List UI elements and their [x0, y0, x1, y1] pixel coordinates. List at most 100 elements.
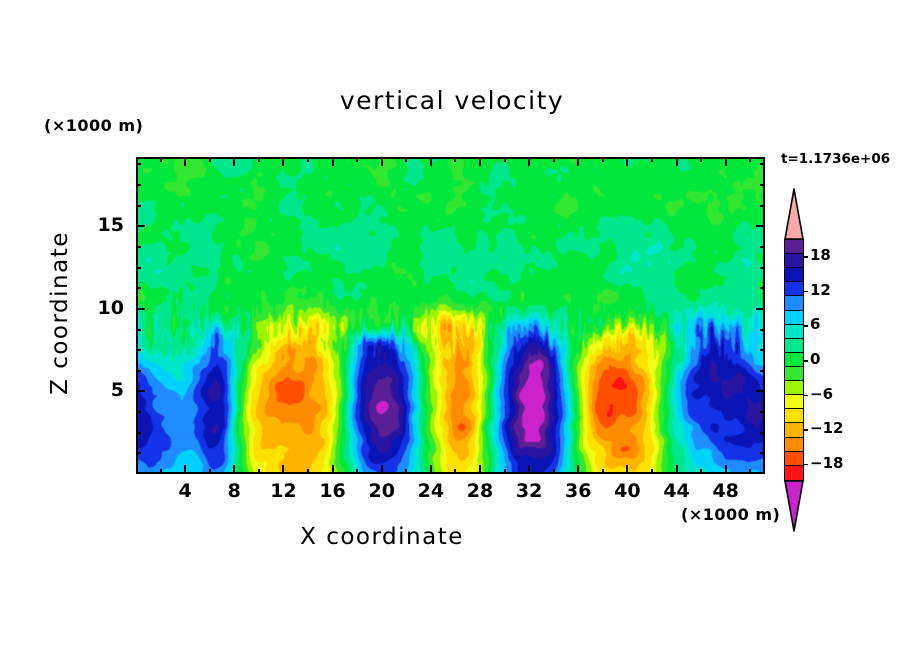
colorbar-tick — [804, 256, 808, 258]
x-tick-label: 8 — [227, 480, 241, 502]
x-tick-label: 16 — [319, 480, 346, 502]
colorbar-tick — [804, 463, 808, 466]
tick-mark — [760, 245, 765, 248]
tick-mark — [756, 390, 765, 393]
contour-plot-area — [136, 157, 765, 474]
tick-mark — [233, 157, 236, 166]
tick-mark — [306, 469, 309, 474]
tick-mark — [626, 157, 629, 166]
colorbar-band — [785, 381, 803, 396]
tick-mark — [208, 469, 211, 474]
tick-mark — [136, 266, 141, 269]
tick-mark — [756, 225, 765, 228]
tick-mark — [184, 465, 187, 474]
tick-mark — [136, 184, 141, 187]
colorbar-band — [785, 352, 803, 367]
x-tick-label: 44 — [663, 480, 690, 502]
tick-mark — [136, 163, 141, 166]
tick-mark — [331, 465, 334, 474]
tick-mark — [257, 157, 260, 162]
tick-mark — [760, 163, 765, 166]
tick-mark — [756, 307, 765, 310]
tick-mark — [454, 157, 457, 162]
tick-mark — [429, 157, 432, 166]
tick-mark — [503, 157, 506, 162]
colorbar-band — [785, 465, 803, 480]
x-tick-label: 24 — [417, 480, 445, 502]
tick-mark — [405, 469, 408, 474]
colorbar-band — [785, 324, 803, 339]
tick-mark — [650, 157, 653, 162]
tick-mark — [257, 469, 260, 474]
colorbar-over-arrow — [784, 188, 804, 240]
x-tick-label: 12 — [270, 480, 297, 502]
tick-mark — [760, 369, 765, 372]
x-tick-label: 20 — [368, 480, 395, 502]
tick-mark — [760, 184, 765, 187]
tick-mark — [749, 469, 752, 474]
colorbar-under-arrow — [784, 480, 804, 532]
colorbar-band — [785, 296, 803, 311]
tick-mark — [675, 465, 678, 474]
tick-mark — [760, 349, 765, 352]
colorbar-band — [785, 338, 803, 353]
y-tick-label: 10 — [97, 296, 124, 319]
tick-mark — [356, 157, 359, 162]
tick-mark — [760, 431, 765, 434]
colorbar-tick — [804, 429, 808, 431]
tick-mark — [700, 157, 703, 162]
colorbar-tick-label: 12 — [810, 280, 831, 299]
x-tick-label: 28 — [466, 480, 494, 502]
tick-mark — [760, 328, 765, 331]
tick-mark — [159, 157, 162, 162]
velocity-contour-canvas — [138, 159, 763, 472]
tick-mark — [282, 157, 285, 166]
colorbar-band — [785, 310, 803, 325]
colorbar-band — [785, 268, 803, 283]
tick-mark — [331, 157, 334, 166]
colorbar-band — [785, 395, 803, 410]
tick-mark — [282, 465, 285, 474]
tick-mark — [528, 465, 531, 474]
tick-mark — [136, 349, 141, 352]
colorbar-tick-label: 0 — [810, 350, 821, 368]
timestamp-label: t=1.1736e+06 — [781, 151, 891, 167]
x-axis-units-label: (×1000 m) — [681, 505, 781, 524]
tick-mark — [208, 157, 211, 162]
colorbar-tick-label: −12 — [810, 419, 844, 438]
colorbar-bands — [784, 239, 804, 481]
y-axis-units-label: (×1000 m) — [44, 116, 144, 135]
colorbar-tick — [804, 325, 808, 327]
colorbar-tick — [804, 290, 808, 293]
colorbar-tick — [804, 394, 808, 397]
tick-mark — [478, 157, 481, 166]
vertical-velocity-field — [138, 159, 763, 472]
tick-mark — [454, 469, 457, 474]
colorbar-tick-label: 18 — [810, 246, 831, 265]
tick-mark — [136, 245, 141, 248]
tick-mark — [136, 287, 141, 290]
colorbar-tick — [804, 360, 808, 362]
x-tick-label: 4 — [178, 480, 192, 502]
tick-mark — [136, 431, 141, 434]
tick-mark — [760, 411, 765, 414]
tick-mark — [136, 328, 141, 331]
tick-mark — [760, 452, 765, 455]
colorbar-band — [785, 240, 803, 255]
x-tick-label: 36 — [565, 480, 592, 502]
colorbar-band — [785, 254, 803, 269]
tick-mark — [233, 465, 236, 474]
colorbar-band — [785, 366, 803, 382]
tick-mark — [552, 469, 555, 474]
tick-mark — [601, 469, 604, 474]
tick-mark — [184, 157, 187, 166]
tick-mark — [136, 225, 145, 228]
x-tick-label: 40 — [614, 480, 641, 502]
tick-mark — [601, 157, 604, 162]
tick-mark — [503, 469, 506, 474]
tick-mark — [429, 465, 432, 474]
tick-mark — [724, 157, 727, 166]
tick-mark — [760, 204, 765, 207]
colorbar-band — [785, 451, 803, 466]
tick-mark — [356, 469, 359, 474]
